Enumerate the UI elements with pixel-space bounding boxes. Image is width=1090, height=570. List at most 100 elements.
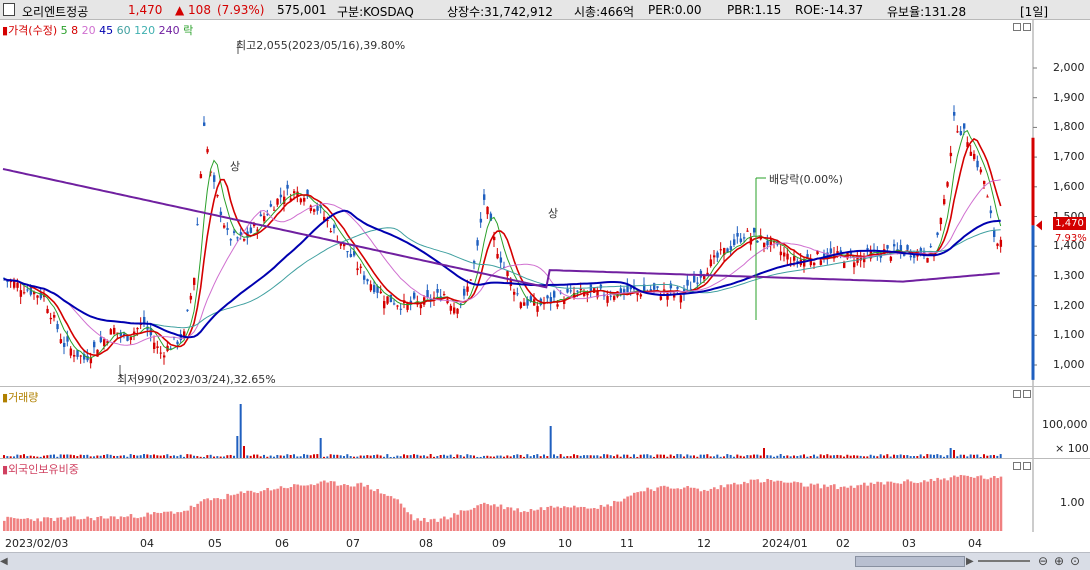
zoom-out-icon[interactable]: ⊖: [1038, 554, 1049, 568]
volume-bar: [473, 455, 475, 458]
volume-bar: [496, 455, 499, 458]
volume-bar: [306, 454, 309, 458]
volume-bar: [403, 454, 405, 458]
foreign-bar: [996, 478, 999, 531]
candle-body: [689, 288, 693, 290]
period-selector[interactable]: [1일]: [1020, 5, 1049, 19]
volume-bar: [589, 455, 592, 458]
volume-bar: [166, 454, 169, 458]
foreign-bar: [493, 504, 496, 531]
volume-bar: [353, 456, 355, 458]
reset-zoom-icon[interactable]: ⊙: [1070, 554, 1081, 568]
foreign-bar: [583, 506, 586, 531]
foreign-bar: [223, 499, 226, 531]
volume-unit: × 100: [1055, 442, 1089, 455]
candle-body: [376, 286, 379, 293]
legend-ma8: 8: [71, 24, 79, 37]
pane-minimize-icon[interactable]: [1013, 462, 1021, 470]
candle-body: [383, 301, 386, 309]
volume-bar: [93, 456, 95, 458]
foreign-bar: [589, 508, 593, 531]
candle-body: [893, 244, 896, 247]
foreign-bar: [536, 509, 539, 531]
reserve-ratio: 유보율:131.28: [887, 5, 967, 19]
volume-bar: [976, 454, 979, 458]
foreign-bar: [336, 485, 339, 531]
scroll-right-icon[interactable]: ▶: [966, 556, 974, 567]
candle-body: [783, 252, 786, 257]
candle-body: [566, 288, 569, 293]
pane-close-icon[interactable]: [1023, 23, 1031, 31]
candle-body: [396, 305, 399, 307]
volume-bar: [416, 454, 419, 458]
y-tick-label: 2,000: [1053, 61, 1085, 74]
volume-bar: [103, 454, 105, 458]
foreign-bar: [319, 481, 323, 531]
foreign-bar: [329, 481, 333, 531]
volume-bar: [433, 456, 435, 458]
volume-bar: [619, 456, 622, 458]
foreign-bar: [436, 521, 439, 531]
volume-pane[interactable]: ▮거래량 100,000 × 100: [0, 386, 1090, 459]
foreign-bar: [643, 491, 646, 531]
foreign-bar: [796, 482, 799, 531]
zoom-in-icon[interactable]: ⊕: [1054, 554, 1065, 568]
foreign-bar: [853, 487, 856, 531]
foreign-bar: [119, 516, 123, 531]
foreign-bar: [309, 484, 313, 531]
volume-bar: [739, 455, 742, 458]
candle-body: [739, 238, 743, 243]
volume-bar: [249, 455, 252, 458]
pane-minimize-icon[interactable]: [1013, 23, 1021, 31]
volume-bar: [446, 455, 449, 458]
volume-bar: [16, 454, 19, 458]
volume-bar: [786, 455, 789, 458]
candle-body: [466, 286, 469, 292]
stock-select-icon[interactable]: [3, 3, 15, 16]
volume-bar: [169, 455, 172, 458]
scroll-left-icon[interactable]: ◀: [0, 556, 8, 567]
candle-body: [339, 242, 343, 246]
candle-body: [856, 255, 859, 263]
candle-body: [986, 196, 989, 198]
volume-bar: [926, 454, 929, 458]
candle-body: [573, 292, 576, 298]
foreign-bar: [956, 476, 959, 531]
pane-close-icon[interactable]: [1023, 390, 1031, 398]
candle-body: [113, 327, 116, 335]
pane-minimize-icon[interactable]: [1013, 390, 1021, 398]
foreign-bar: [999, 476, 1003, 531]
volume-bar: [389, 456, 392, 458]
foreign-bar: [939, 479, 943, 531]
foreign-bar: [666, 486, 669, 531]
candle-body: [286, 184, 289, 189]
foreign-bar: [403, 507, 406, 531]
foreign-pane[interactable]: ▮외국인보유비중 1.00: [0, 458, 1090, 533]
volume-bar: [659, 454, 662, 458]
foreign-bar: [669, 488, 673, 531]
volume-bar: [526, 454, 529, 458]
volume-bar: [369, 455, 372, 458]
foreign-bar: [123, 517, 126, 531]
foreign-bar: [699, 491, 703, 531]
foreign-bar: [866, 485, 869, 531]
legend-ma60: 60: [116, 24, 131, 37]
candle-body: [406, 302, 409, 310]
candle-body: [303, 198, 306, 202]
zoom-slider[interactable]: [978, 560, 1030, 562]
volume-bar: [613, 456, 615, 458]
candle-body: [769, 239, 773, 246]
candle-body: [896, 249, 899, 251]
foreign-bar: [256, 492, 259, 531]
price-pane[interactable]: ▮가격(수정) 5 8 20 45 60 120 240 락 최고2,055(2…: [0, 20, 1090, 386]
volume-bar: [836, 454, 839, 458]
foreign-bar: [609, 506, 613, 531]
volume-bar: [569, 456, 572, 458]
volume-bar: [596, 455, 599, 458]
market-cap: 시총:466억: [574, 5, 635, 19]
volume-bar: [546, 456, 549, 458]
volume-bar: [243, 446, 245, 458]
scroll-bar[interactable]: ◀ ▶ ⊖ ⊕ ⊙: [0, 552, 1090, 570]
scroll-thumb[interactable]: [855, 556, 965, 567]
pane-close-icon[interactable]: [1023, 462, 1031, 470]
